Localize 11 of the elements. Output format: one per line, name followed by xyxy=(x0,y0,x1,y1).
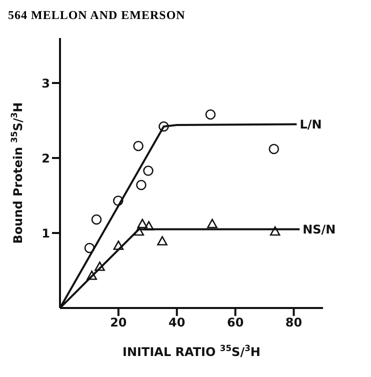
x-tick-label: 20 xyxy=(110,316,127,330)
y-tick-label: 2 xyxy=(42,151,50,166)
x-tick-label: 40 xyxy=(168,316,186,330)
text: 564 MELLON AND EMERSON xyxy=(8,8,186,24)
x-axis-title: INITIAL RATIO $^{35}$S/$^{3}$H xyxy=(122,343,260,359)
y-tick-label: 3 xyxy=(42,76,50,90)
x-tick-label: 60 xyxy=(226,316,244,330)
y-tick-label: 1 xyxy=(42,226,50,240)
series-label: NS/N xyxy=(302,222,336,236)
series-label: L/N xyxy=(300,117,322,132)
x-tick-label: 80 xyxy=(285,316,302,330)
